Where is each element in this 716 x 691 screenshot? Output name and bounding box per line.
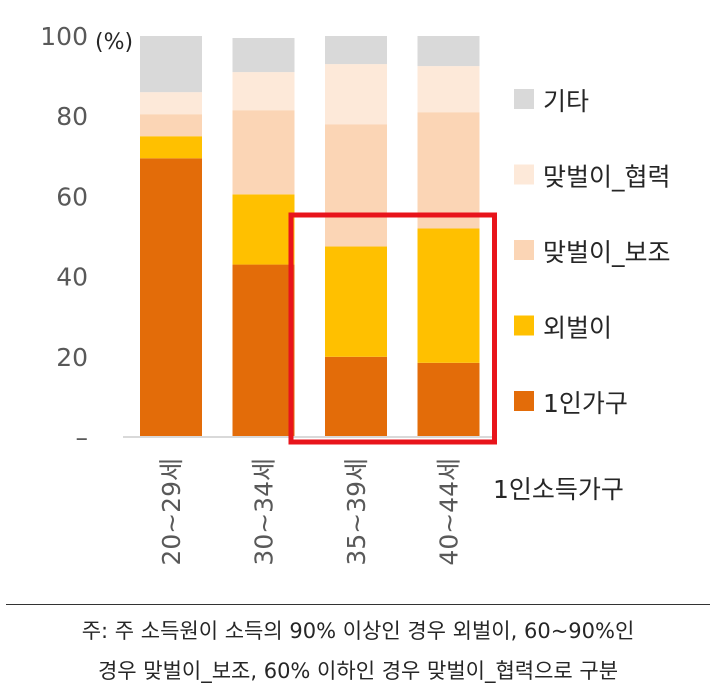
y-axis-unit: (%) (95, 30, 133, 55)
x-axis-label: 1인소득가구 (493, 475, 624, 504)
bar-3-series-2 (325, 246, 387, 357)
bar-1-series-5 (140, 36, 202, 93)
x-axis: 20~29세 30~34세 35~39세 40~44세 (123, 436, 497, 566)
x-tick-label: 30~34세 (250, 458, 279, 566)
x-tick-label: 35~39세 (342, 458, 371, 566)
y-tick-label: 40 (56, 263, 88, 292)
legend-label: 외벌이 (543, 314, 612, 343)
y-tick-label: 80 (56, 102, 88, 131)
bar-1-series-4 (140, 92, 202, 115)
legend-swatch (514, 164, 534, 185)
x-tick-label: 20~29세 (157, 458, 186, 566)
highlight-box (288, 212, 497, 445)
bar-2-series-3 (232, 110, 295, 195)
bar-2-series-1 (232, 264, 295, 437)
bar-4-series-1 (417, 362, 480, 437)
footnote-line-1: 주: 주 소득원이 소득의 90% 이상인 경우 외벌이, 60~90%인 (81, 619, 635, 643)
x-tick-label: 40~44세 (435, 458, 464, 566)
footnote-line-2: 경우 맞벌이_보조, 60% 이하인 경우 맞벌이_협력으로 구분 (97, 659, 619, 683)
bar-1-series-2 (140, 136, 202, 159)
y-axis: – 20 40 60 80 100 (40, 22, 88, 452)
bar-3-series-1 (325, 356, 387, 437)
bar-3-series-4 (325, 64, 387, 125)
legend-label: 1인가구 (543, 389, 628, 418)
legend-label: 맞벌이_보조 (543, 238, 671, 267)
bar-4-series-3 (417, 112, 480, 229)
bar-3-series-5 (325, 36, 387, 65)
legend-label: 기타 (543, 87, 589, 116)
bar-1-series-3 (140, 114, 202, 137)
bar-4-series-4 (417, 66, 480, 113)
y-tick-label: 60 (56, 182, 88, 211)
y-tick-label: 20 (56, 343, 88, 372)
bar-2-series-2 (232, 194, 295, 265)
legend-swatch (514, 315, 534, 336)
bars-group (140, 36, 480, 437)
bar-2-series-4 (232, 72, 295, 111)
legend-label: 맞벌이_협력 (543, 163, 671, 192)
footnote-divider (6, 604, 710, 605)
y-tick-label: – (76, 423, 89, 452)
bar-3-series-3 (325, 124, 387, 247)
legend-swatch (514, 391, 534, 411)
bar-2-series-5 (232, 38, 295, 73)
stacked-bar-chart: – 20 40 60 80 100 20~29세 30~34세 35~39세 40~44세 (%… (40, 22, 671, 566)
bar-1-series-1 (140, 158, 202, 437)
legend-swatch (514, 89, 534, 109)
legend-swatch (514, 240, 534, 260)
bar-4-series-2 (417, 228, 480, 363)
bar-4-series-5 (417, 36, 480, 67)
y-tick-label: 100 (40, 22, 88, 51)
